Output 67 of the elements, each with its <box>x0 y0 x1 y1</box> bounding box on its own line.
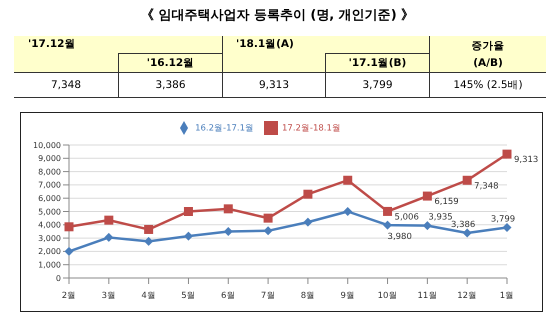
x-tick-label: 4월 <box>141 291 156 302</box>
data-label: 3,980 <box>388 232 412 242</box>
legend-label: 16.2월-17.1월 <box>195 123 254 134</box>
x-tick-label: 6월 <box>221 291 236 302</box>
legend-label: 17.2월-18.1월 <box>282 123 341 134</box>
y-tick-label: 0 <box>56 274 61 283</box>
y-tick-label: 8,000 <box>38 167 61 176</box>
point <box>264 226 273 236</box>
point <box>104 216 114 225</box>
y-tick-label: 9,000 <box>38 154 61 164</box>
point <box>184 232 193 241</box>
x-tick-label: 7월 <box>260 291 276 302</box>
point <box>502 222 512 232</box>
x-tick-label: 12월 <box>457 291 478 302</box>
point <box>144 224 154 234</box>
x-tick-label: 8월 <box>300 291 316 302</box>
point <box>462 228 472 238</box>
point <box>383 206 392 216</box>
x-tick-label: 9월 <box>340 291 355 302</box>
x-tick-label: 11월 <box>417 291 438 302</box>
y-tick-label: 3,000 <box>38 234 61 243</box>
point <box>422 221 432 230</box>
point <box>343 176 352 185</box>
point <box>343 207 352 216</box>
chart-title: 《 임대주택사업자 등록추이 (명, 개인기준) 》 <box>140 7 416 24</box>
x-tick-label: 2월 <box>62 291 76 302</box>
point <box>502 150 512 159</box>
y-tick-label: 7,000 <box>38 180 61 190</box>
data-label: 3,799 <box>490 214 516 224</box>
data-label: 7,348 <box>474 181 499 192</box>
text: '17.12월 <box>28 37 76 52</box>
y-tick-label: 5,000 <box>38 207 61 216</box>
point <box>64 222 74 232</box>
point <box>144 236 154 246</box>
y-tick-label: 4,000 <box>38 220 61 230</box>
y-tick-label: 1,000 <box>38 260 61 270</box>
x-tick-label: 5월 <box>181 291 196 302</box>
text: 7,348 <box>50 78 82 92</box>
x-tick-label: 10월 <box>378 291 398 302</box>
text: '17.1월(B) <box>348 56 406 71</box>
y-tick-label: 10,000 <box>33 140 61 150</box>
text: '18.1월(A) <box>236 37 294 52</box>
point <box>264 214 273 223</box>
y-tick-label: 6,000 <box>38 194 61 204</box>
data-label: 3,935 <box>428 212 453 223</box>
point <box>64 246 74 256</box>
x-tick-label: 1월 <box>500 291 514 302</box>
text: 145% (2.5배) <box>453 78 523 92</box>
y-tick-label: 2,000 <box>38 247 61 256</box>
text: '16.12월 <box>146 56 194 71</box>
point <box>184 207 193 216</box>
point <box>303 190 312 199</box>
data-label: 9,313 <box>514 155 538 166</box>
x-tick-label: 3월 <box>102 291 116 302</box>
text: 9,313 <box>258 78 290 92</box>
text: 3,386 <box>155 78 186 92</box>
data-label: 5,006 <box>394 212 419 222</box>
text: 3,799 <box>362 78 393 92</box>
point <box>104 232 114 242</box>
data-label: 6,159 <box>434 197 459 208</box>
point <box>303 218 312 227</box>
data-label: 3,386 <box>451 220 476 230</box>
point <box>462 176 472 185</box>
point <box>224 204 233 214</box>
point <box>224 226 233 236</box>
text: 증가율 (A/B) <box>470 38 506 70</box>
point <box>422 192 432 201</box>
